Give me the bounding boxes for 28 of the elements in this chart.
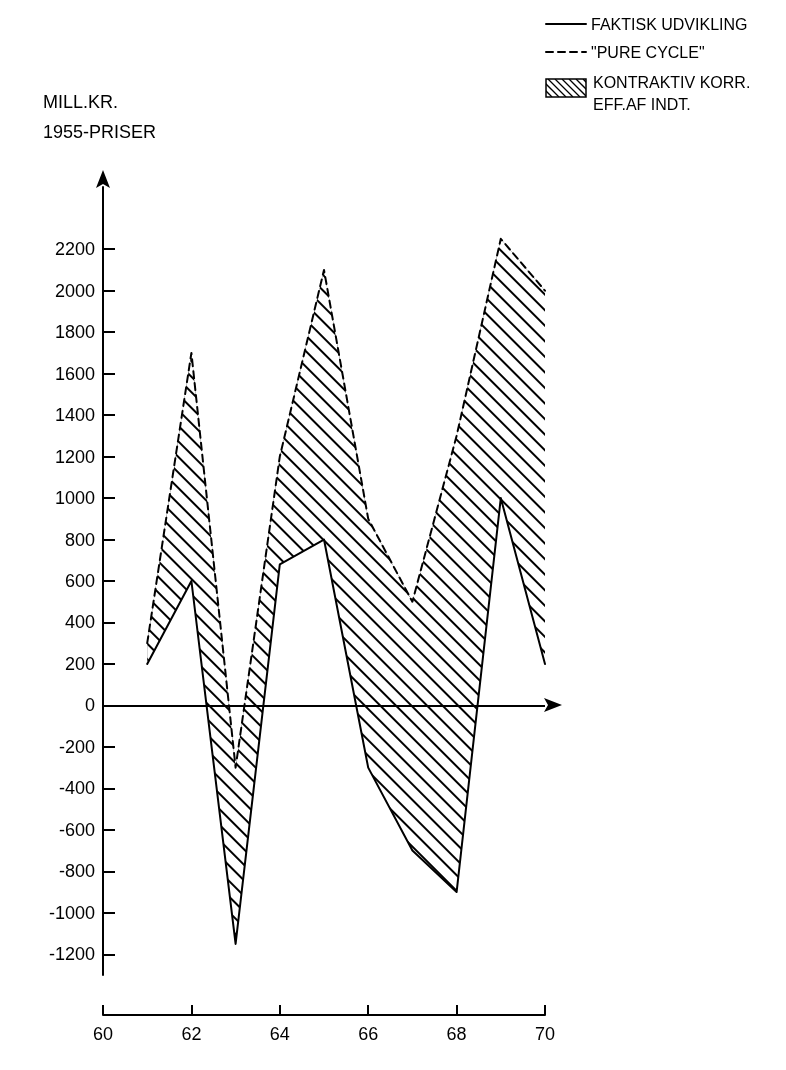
y-tick-label: -600 [58,819,95,840]
y-axis-title: MILL.KR. 1955-PRISER [43,92,157,142]
x-tick-label: 70 [534,1024,556,1044]
x-tick-label: 60 [92,1024,114,1044]
y-tick-label: 0 [84,695,95,716]
text: KONTRAKTIV KORR. EFF.AF INDT. [593,73,752,115]
y-tick-label: 600 [64,571,95,591]
y-tick-label: 1600 [54,363,95,384]
y-tick-label: -400 [58,778,95,799]
y-tick-label: -800 [58,861,95,882]
y-tick-label: 800 [64,529,95,550]
legend-label: FAKTISK UDVIKLING [591,15,748,33]
x-tick-label: 66 [358,1024,379,1044]
x-tick-label: 68 [446,1024,467,1044]
y-tick-label: -1200 [48,944,95,965]
y-tick-label: 200 [64,653,95,674]
y-tick-label: 1000 [54,488,95,509]
y-tick-label: 1200 [54,446,95,467]
x-tick-label: 64 [269,1024,290,1044]
y-tick-label: 1800 [54,322,95,343]
y-tick-label: 2000 [54,280,95,301]
y-tick-label: 2200 [54,239,95,260]
y-tick-label: -200 [58,736,95,757]
x-tick-label: 62 [181,1024,202,1044]
y-tick-label: 400 [64,612,95,633]
y-tick-label: -1000 [48,902,95,923]
y-tick-label: 1400 [54,405,95,426]
legend-label: "PURE CYCLE" [591,43,705,61]
